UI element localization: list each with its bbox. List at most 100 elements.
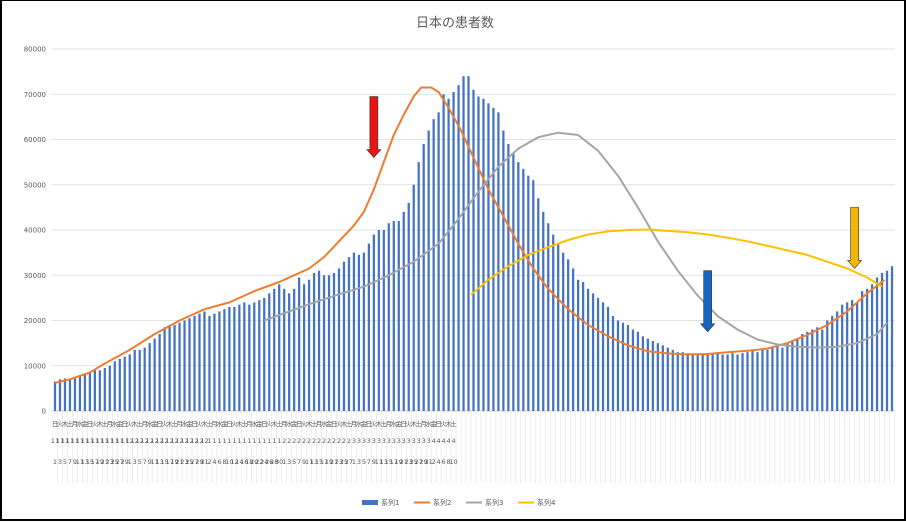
weekday-label: 月 — [316, 420, 323, 428]
weekday-label: 日 — [122, 420, 129, 428]
month-label: 3 — [357, 437, 361, 445]
weekday-label: 月 — [281, 420, 288, 428]
day-label: 13 — [155, 458, 163, 466]
day-label: 29 — [121, 458, 129, 466]
day-label: 31 — [425, 458, 433, 466]
day-label: 25 — [185, 458, 193, 466]
bar — [646, 338, 649, 411]
bar — [53, 381, 57, 411]
bar — [537, 198, 540, 411]
day-label: 20 — [250, 458, 258, 466]
bar — [357, 254, 361, 411]
day-label: 19 — [96, 458, 104, 466]
day-label: 15 — [160, 458, 168, 466]
bar — [776, 345, 779, 411]
month-label: 11 — [66, 437, 74, 445]
day-label: 17 — [320, 458, 328, 466]
day-label: 23 — [335, 458, 343, 466]
month-label: 1 — [267, 437, 271, 445]
bar — [312, 272, 316, 411]
day-label: 1 — [128, 458, 132, 466]
bar — [681, 352, 684, 411]
bar — [93, 370, 96, 411]
weekday-label: 土 — [381, 419, 388, 428]
bar — [841, 304, 844, 411]
bar — [223, 309, 226, 411]
bar — [721, 354, 724, 411]
month-label: 12 — [180, 437, 188, 445]
month-label: 4 — [432, 437, 436, 445]
bar — [626, 325, 630, 411]
series-2-line — [54, 86, 886, 384]
month-label: 3 — [377, 437, 381, 445]
bar — [253, 302, 256, 411]
day-label: 9 — [148, 458, 152, 466]
day-label: 3 — [357, 458, 361, 466]
bar — [138, 349, 141, 411]
bar — [586, 288, 590, 411]
bar — [696, 354, 699, 411]
bar — [377, 230, 380, 411]
weekday-label: 日 — [156, 420, 163, 428]
month-label: 12 — [160, 437, 168, 445]
bar — [631, 329, 635, 411]
bar — [880, 272, 884, 411]
weekday-label: 金 — [117, 419, 124, 428]
weekday-label: 火 — [92, 420, 99, 428]
weekday-label: 金 — [221, 419, 228, 428]
bar — [786, 343, 789, 411]
bar — [158, 334, 161, 411]
bar — [517, 162, 520, 411]
bar — [467, 76, 470, 412]
y-tick-label: 10000 — [24, 362, 46, 370]
day-label: 19 — [395, 458, 403, 466]
bar — [397, 220, 400, 411]
month-label: 1 — [277, 437, 281, 445]
weekday-label: 水 — [216, 419, 223, 428]
month-label: 2 — [302, 437, 306, 445]
month-label: 3 — [367, 437, 371, 445]
bar — [547, 223, 550, 411]
weekday-label: 金 — [361, 419, 368, 428]
weekday-label: 月 — [141, 420, 148, 428]
weekday-label: 日 — [296, 420, 303, 428]
bar — [851, 300, 854, 411]
bar — [128, 354, 131, 411]
day-label: 10 — [225, 458, 233, 466]
month-label: 4 — [452, 437, 456, 445]
day-label: 3 — [287, 458, 291, 466]
month-label: 1 — [252, 437, 256, 445]
bar — [407, 202, 410, 411]
bar — [487, 103, 490, 412]
day-label: 30 — [275, 458, 283, 466]
y-tick-label: 40000 — [24, 227, 46, 235]
day-label: 11 — [151, 458, 159, 466]
bar — [462, 76, 465, 412]
month-label: 1 — [227, 437, 231, 445]
weekday-label: 水 — [112, 419, 119, 428]
bar — [676, 352, 679, 411]
day-label: 19 — [325, 458, 333, 466]
month-label: 1 — [232, 437, 236, 445]
day-label: 27 — [415, 458, 423, 466]
bar — [751, 349, 754, 411]
bar — [268, 293, 271, 411]
day-label: 9 — [302, 458, 306, 466]
bar — [173, 325, 176, 411]
arrow-annotation — [699, 270, 716, 333]
bar — [831, 315, 834, 411]
bar — [716, 352, 719, 411]
legend-swatch — [362, 500, 378, 505]
month-label: 12 — [131, 437, 139, 445]
weekday-label: 月 — [351, 420, 358, 428]
month-label: 11 — [56, 437, 64, 445]
bar — [432, 119, 435, 411]
day-label: 27 — [345, 458, 353, 466]
weekday-label: 土 — [241, 419, 248, 428]
y-tick-label: 80000 — [24, 46, 46, 54]
bar — [875, 277, 879, 411]
weekday-label: 金 — [396, 419, 403, 428]
weekday-label: 日 — [366, 420, 373, 428]
month-label: 3 — [402, 437, 406, 445]
